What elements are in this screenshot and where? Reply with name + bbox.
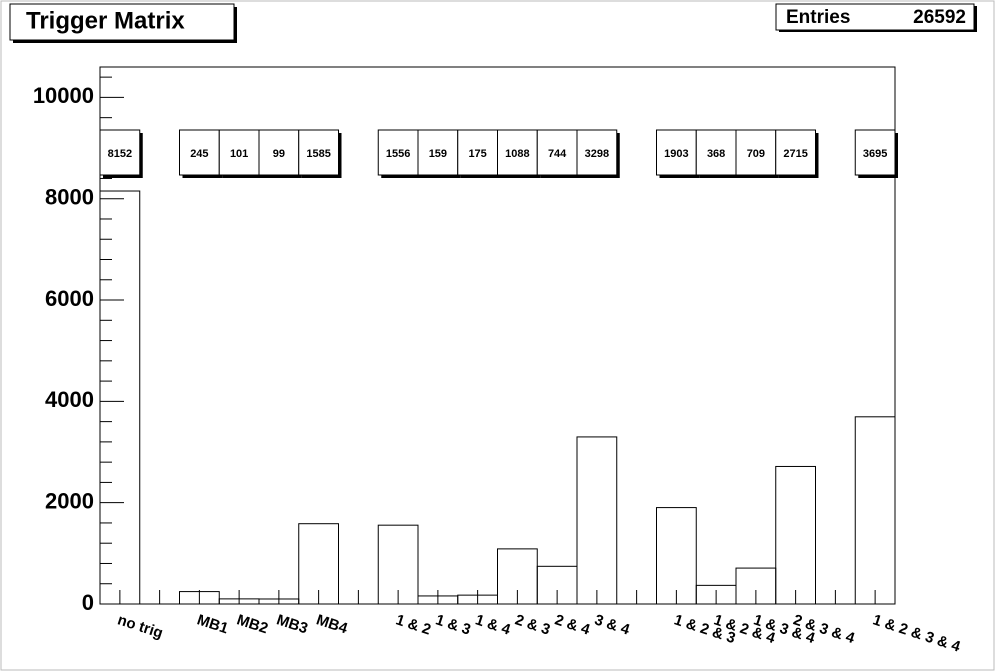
- bar: [377, 524, 419, 605]
- y-tick-label: 4000: [45, 387, 94, 412]
- y-tick-label: 2000: [45, 488, 94, 513]
- value-label-box: [695, 129, 737, 176]
- bar: [775, 465, 816, 605]
- value-label-box: [179, 129, 220, 176]
- bar: [854, 416, 896, 605]
- value-label: 709: [747, 148, 765, 160]
- value-label: 3695: [863, 148, 887, 160]
- bar: [99, 190, 141, 605]
- value-label-box: [497, 129, 538, 176]
- value-label: 159: [429, 148, 447, 160]
- y-tick-label: 10000: [33, 83, 94, 108]
- value-label-box: [218, 129, 260, 176]
- value-label-box: [576, 129, 618, 176]
- value-label-box: [417, 129, 459, 176]
- bar: [576, 436, 618, 605]
- value-label-box: [854, 129, 896, 176]
- value-label: 1585: [306, 148, 330, 160]
- y-tick-label: 0: [82, 590, 94, 615]
- bar: [179, 591, 220, 605]
- value-label: 3298: [585, 148, 609, 160]
- title-box: [9, 3, 235, 41]
- value-label-box: [457, 129, 498, 176]
- value-label-box: [735, 129, 777, 176]
- value-label: 175: [468, 148, 486, 160]
- stats-label: Entries: [786, 7, 850, 28]
- value-label: 1088: [505, 148, 529, 160]
- value-label-box: [377, 129, 419, 176]
- value-label: 8152: [108, 148, 132, 160]
- value-label: 744: [548, 148, 567, 160]
- value-label: 1556: [386, 148, 410, 160]
- value-label: 101: [230, 148, 248, 160]
- bar: [656, 507, 697, 605]
- value-label: 2715: [783, 148, 807, 160]
- chart-title: Trigger Matrix: [26, 7, 185, 34]
- value-label: 99: [273, 148, 285, 160]
- y-tick-label: 8000: [45, 185, 94, 210]
- bar: [298, 523, 339, 605]
- value-label: 245: [190, 148, 208, 160]
- value-label-box: [298, 129, 339, 176]
- value-label-box: [258, 129, 300, 176]
- stats-box: [775, 3, 975, 31]
- y-tick-label: 6000: [45, 286, 94, 311]
- value-label: 1903: [664, 148, 688, 160]
- value-label-box: [99, 129, 141, 176]
- stats-value: 26592: [913, 7, 966, 28]
- value-label: 368: [707, 148, 725, 160]
- value-label-box: [775, 129, 816, 176]
- value-label-box: [536, 129, 578, 176]
